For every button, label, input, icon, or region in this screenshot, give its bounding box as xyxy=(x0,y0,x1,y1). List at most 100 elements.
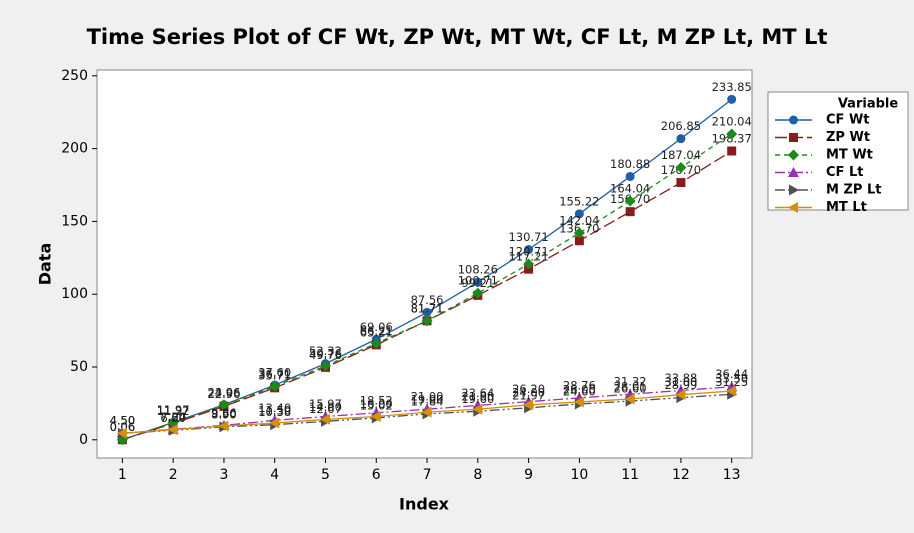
value-label: 28.99 xyxy=(664,378,697,392)
value-label: 21.00 xyxy=(461,390,494,404)
y-tick-label: 150 xyxy=(61,213,88,229)
value-label: 8.90 xyxy=(211,407,237,421)
marker xyxy=(726,385,737,397)
value-label: 87.56 xyxy=(411,293,444,307)
value-label: 100.71 xyxy=(458,274,498,288)
value-label: 13.40 xyxy=(258,401,291,415)
marker xyxy=(624,393,635,405)
value-label: 22.96 xyxy=(207,387,240,401)
value-label: 69.06 xyxy=(360,320,393,334)
marker xyxy=(116,427,127,439)
legend-marker xyxy=(788,167,799,177)
marker xyxy=(370,411,381,423)
value-label: 4.50 xyxy=(110,414,136,428)
value-label: 99.21 xyxy=(461,276,494,290)
marker xyxy=(675,161,687,173)
value-label: 0.06 xyxy=(110,420,136,434)
x-tick-label: 4 xyxy=(270,467,279,483)
x-tick-label: 9 xyxy=(524,467,533,483)
marker xyxy=(727,94,737,104)
marker xyxy=(726,128,738,140)
value-label: 9.86 xyxy=(211,406,237,420)
marker xyxy=(218,420,229,432)
value-label: 0.06 xyxy=(110,420,136,434)
y-axis-title: Data xyxy=(36,243,55,286)
value-label: 142.04 xyxy=(559,214,599,228)
marker xyxy=(573,227,585,239)
marker xyxy=(523,399,534,411)
value-label: 35.71 xyxy=(258,368,291,382)
y-tick-label: 250 xyxy=(61,68,88,84)
value-label: 11.50 xyxy=(258,404,291,418)
value-label: 33.50 xyxy=(715,372,748,386)
marker xyxy=(422,307,432,317)
marker xyxy=(573,396,584,408)
marker xyxy=(676,134,686,144)
value-label: 7.00 xyxy=(160,410,186,424)
legend-title: Variable xyxy=(838,97,899,112)
x-tick-label: 8 xyxy=(473,467,482,483)
y-tick-label: 200 xyxy=(61,141,88,157)
value-label: 16.00 xyxy=(360,397,393,411)
marker xyxy=(167,424,178,436)
marker xyxy=(624,195,636,207)
value-label: 0.06 xyxy=(110,420,136,434)
marker xyxy=(676,178,686,188)
value-label: 14.00 xyxy=(309,400,342,414)
value-label: 31.25 xyxy=(715,375,748,389)
legend-label: MT Wt xyxy=(826,148,873,163)
value-label: 33.88 xyxy=(664,371,697,385)
value-label: 17.84 xyxy=(411,394,444,408)
x-tick-label: 13 xyxy=(723,467,741,483)
value-label: 31.00 xyxy=(664,375,697,389)
marker xyxy=(523,258,535,270)
x-tick-label: 11 xyxy=(621,467,639,483)
value-label: 23.96 xyxy=(207,385,240,399)
marker xyxy=(269,380,281,392)
value-label: 233.85 xyxy=(712,80,752,94)
marker xyxy=(473,277,483,287)
marker xyxy=(574,236,584,246)
value-label: 10.38 xyxy=(258,405,291,419)
value-label: 108.26 xyxy=(458,263,498,277)
marker xyxy=(675,389,686,401)
value-label: 11.97 xyxy=(157,403,190,417)
value-label: 36.44 xyxy=(715,367,748,381)
marker xyxy=(319,413,330,425)
value-label: 24.00 xyxy=(512,385,545,399)
value-label: 12.67 xyxy=(309,402,342,416)
value-label: 187.04 xyxy=(661,148,701,162)
x-tick-label: 3 xyxy=(219,467,228,483)
legend-label: CF Wt xyxy=(826,113,870,128)
value-label: 81.71 xyxy=(411,301,444,315)
legend-marker xyxy=(788,202,798,213)
value-label: 31.32 xyxy=(614,375,647,389)
legend-marker xyxy=(788,149,799,161)
value-label: 28.01 xyxy=(614,380,647,394)
value-label: 65.21 xyxy=(360,325,393,339)
x-tick-label: 7 xyxy=(423,467,432,483)
marker xyxy=(524,244,534,254)
marker xyxy=(421,315,433,327)
marker xyxy=(625,171,635,181)
value-label: 26.00 xyxy=(563,382,596,396)
value-label: 23.64 xyxy=(461,386,494,400)
value-label: 28.76 xyxy=(563,378,596,392)
value-label: 11.97 xyxy=(157,403,190,417)
marker xyxy=(421,406,432,418)
y-tick-label: 0 xyxy=(79,432,88,448)
legend-marker xyxy=(789,115,798,125)
value-label: 120.71 xyxy=(508,245,548,259)
legend-label: ZP Wt xyxy=(826,130,870,145)
value-label: 21.97 xyxy=(512,388,545,402)
marker xyxy=(574,209,584,219)
x-tick-label: 12 xyxy=(672,467,690,483)
value-label: 19.00 xyxy=(411,393,444,407)
value-label: 49.76 xyxy=(309,348,342,362)
marker xyxy=(269,417,280,429)
marker xyxy=(319,360,331,372)
x-tick-label: 2 xyxy=(169,467,178,483)
plot-area xyxy=(96,69,753,459)
